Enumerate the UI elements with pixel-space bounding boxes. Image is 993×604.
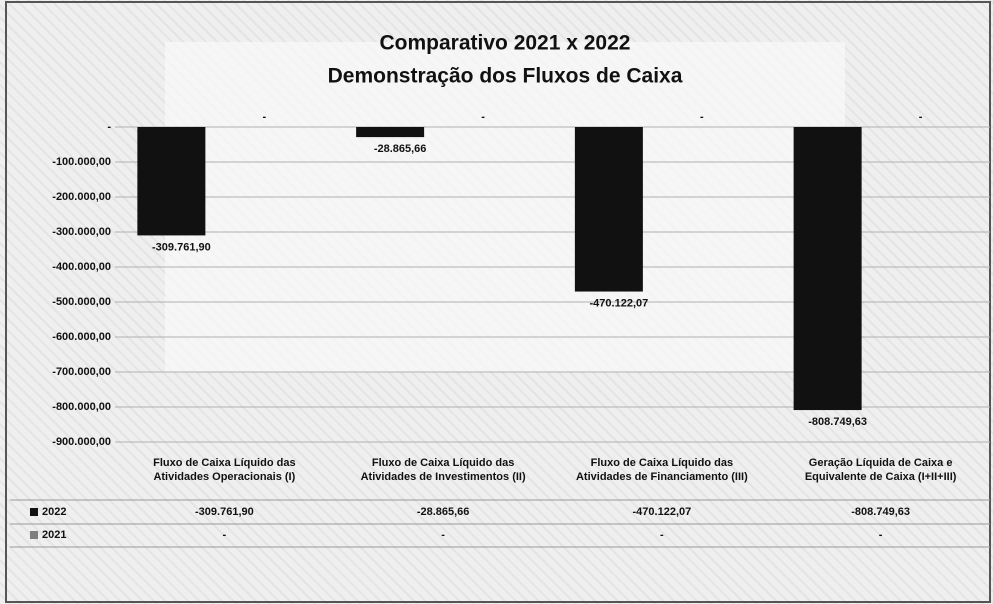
y-tick-label: -500.000,00 — [52, 296, 111, 308]
chart-subtitle: Demonstração dos Fluxos de Caixa — [328, 65, 683, 88]
category-header: Fluxo de Caixa Líquido das Atividades de… — [343, 456, 543, 484]
table-cell: -28.865,66 — [417, 506, 470, 518]
legend-label: 2021 — [42, 529, 66, 541]
page: Comparativo 2021 x 2022 Demonstração dos… — [0, 0, 993, 604]
y-tick-label: -300.000,00 — [52, 226, 111, 238]
y-tick-label: -200.000,00 — [52, 191, 111, 203]
table-cell: - — [223, 529, 227, 541]
legend-marker — [30, 508, 38, 516]
data-label: -470.122,07 — [590, 297, 649, 309]
data-label: - — [481, 111, 485, 123]
bar — [356, 127, 424, 137]
y-tick-label: -800.000,00 — [52, 401, 111, 413]
data-label: -28.865,66 — [374, 143, 427, 155]
bar — [794, 127, 862, 410]
plot-panel — [165, 42, 845, 372]
category-header: Fluxo de Caixa Líquido das Atividades Op… — [124, 456, 324, 484]
category-header: Geração Líquida de Caixa e Equivalente d… — [781, 456, 981, 484]
legend-label: 2022 — [42, 506, 66, 518]
chart: Comparativo 2021 x 2022 Demonstração dos… — [0, 0, 993, 604]
data-label: - — [919, 111, 923, 123]
y-tick-label: - — [107, 121, 111, 133]
data-label: -309.761,90 — [152, 241, 211, 253]
y-tick-label: -600.000,00 — [52, 331, 111, 343]
category-header: Fluxo de Caixa Líquido das Atividades de… — [562, 456, 762, 484]
y-tick-label: -900.000,00 — [52, 436, 111, 448]
data-label: - — [700, 111, 704, 123]
table-cell: - — [660, 529, 664, 541]
y-tick-label: -700.000,00 — [52, 366, 111, 378]
legend-marker — [30, 531, 38, 539]
table-cell: - — [441, 529, 445, 541]
table-cell: -470.122,07 — [633, 506, 692, 518]
y-tick-label: -400.000,00 — [52, 261, 111, 273]
bar — [575, 127, 643, 292]
data-label: - — [263, 111, 267, 123]
chart-title: Comparativo 2021 x 2022 — [380, 32, 631, 55]
y-tick-label: -100.000,00 — [52, 156, 111, 168]
data-label: -808.749,63 — [808, 416, 867, 428]
table-cell: -309.761,90 — [195, 506, 254, 518]
table-cell: - — [879, 529, 883, 541]
bar — [137, 127, 205, 235]
table-cell: -808.749,63 — [851, 506, 910, 518]
